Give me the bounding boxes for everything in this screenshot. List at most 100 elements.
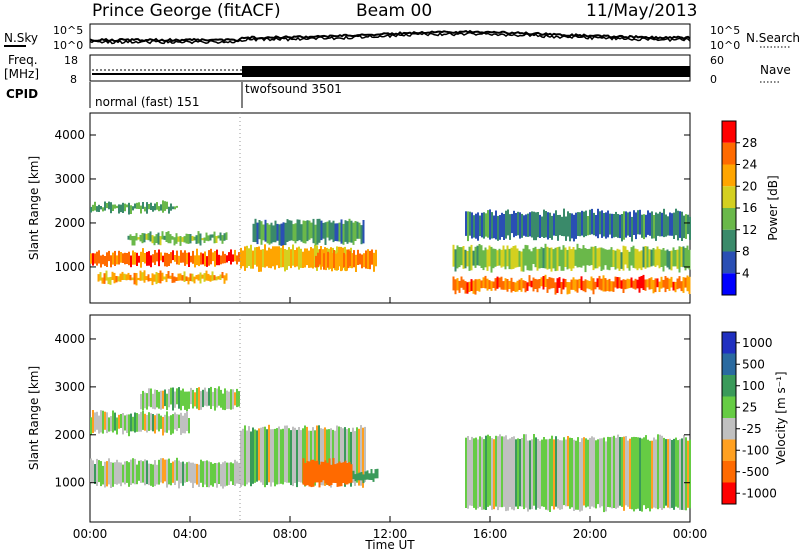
data-cell [118, 250, 120, 265]
data-cell [161, 231, 164, 240]
data-cell [199, 272, 202, 284]
data-cell [178, 387, 180, 409]
data-cell [182, 252, 184, 263]
data-cell [480, 280, 483, 289]
data-cell [644, 246, 647, 269]
data-cell [193, 236, 196, 241]
data-cell [670, 276, 673, 288]
data-cell [209, 275, 212, 282]
data-cell [92, 253, 94, 266]
data-cell [546, 246, 549, 270]
data-cell [604, 249, 607, 266]
data-cell [222, 251, 224, 264]
data-cell [150, 255, 152, 268]
data-cell [569, 213, 571, 242]
data-cell [136, 202, 138, 209]
data-cell [325, 248, 327, 271]
data-cell [134, 412, 136, 433]
data-cell [280, 223, 283, 246]
data-cell [191, 235, 194, 241]
data-cell [475, 213, 477, 239]
data-cell [156, 202, 158, 210]
data-cell [106, 412, 108, 434]
data-cell [178, 414, 180, 429]
data-cell [102, 410, 104, 434]
data-cell [524, 281, 527, 293]
data-cell [152, 464, 154, 487]
data-cell [146, 414, 148, 433]
data-cell [110, 416, 112, 432]
data-cell [579, 442, 581, 512]
data-cell [643, 437, 645, 506]
data-cell [527, 440, 529, 512]
data-cell [614, 250, 617, 270]
data-cell [312, 248, 314, 269]
data-cell [139, 234, 142, 242]
data-cell [210, 386, 212, 409]
data-cell [534, 278, 537, 289]
data-cell [493, 439, 495, 510]
data-cell [179, 273, 182, 281]
data-cell [519, 439, 521, 507]
data-cell [138, 202, 140, 209]
data-cell [621, 437, 623, 507]
data-cell [150, 388, 152, 408]
colorbar-swatch [722, 251, 736, 274]
data-cell [170, 387, 172, 405]
data-cell [511, 213, 513, 234]
data-cell [176, 457, 178, 481]
data-cell [356, 427, 358, 483]
data-cell [146, 202, 148, 214]
data-cell [110, 462, 112, 488]
colorbar-swatch [722, 121, 736, 143]
data-cell [536, 249, 539, 271]
data-cell [132, 206, 134, 211]
data-cell [328, 429, 330, 486]
data-cell [100, 255, 102, 268]
data-cell [192, 389, 194, 409]
data-cell [349, 250, 351, 267]
data-cell [483, 439, 485, 510]
data-cell [364, 426, 366, 482]
data-cell [96, 206, 98, 212]
data-cell [286, 219, 289, 242]
data-cell [185, 233, 188, 244]
data-cell [647, 439, 649, 509]
data-cell [312, 218, 315, 244]
data-cell [119, 273, 122, 282]
data-cell [168, 458, 170, 485]
data-cell [571, 213, 573, 239]
data-cell [248, 248, 250, 266]
data-cell [536, 279, 539, 293]
data-cell [466, 282, 469, 294]
data-cell [345, 254, 347, 272]
data-cell [535, 437, 537, 510]
data-cell [181, 237, 184, 242]
data-cell [330, 428, 332, 488]
y-tick-label: 3000 [54, 380, 85, 394]
data-cell [154, 460, 156, 487]
data-cell [266, 429, 268, 485]
data-cell [350, 464, 353, 483]
data-cell [102, 254, 104, 265]
freq-trace-block [242, 66, 690, 77]
data-cell [102, 465, 104, 485]
data-cell [133, 272, 136, 285]
data-cell [274, 428, 276, 487]
data-cell [168, 206, 170, 214]
data-cell [362, 220, 365, 244]
data-cell [290, 430, 292, 486]
data-cell [284, 425, 286, 483]
data-cell [521, 213, 523, 238]
data-cell [310, 459, 313, 488]
data-cell [182, 461, 184, 486]
data-cell [131, 277, 134, 281]
data-cell [144, 392, 146, 409]
data-cell [518, 279, 521, 290]
data-cell [495, 210, 497, 240]
data-cell [154, 203, 156, 211]
data-cell [148, 412, 150, 431]
data-cell [654, 249, 657, 267]
data-cell [162, 458, 164, 484]
data-cell [100, 461, 102, 487]
